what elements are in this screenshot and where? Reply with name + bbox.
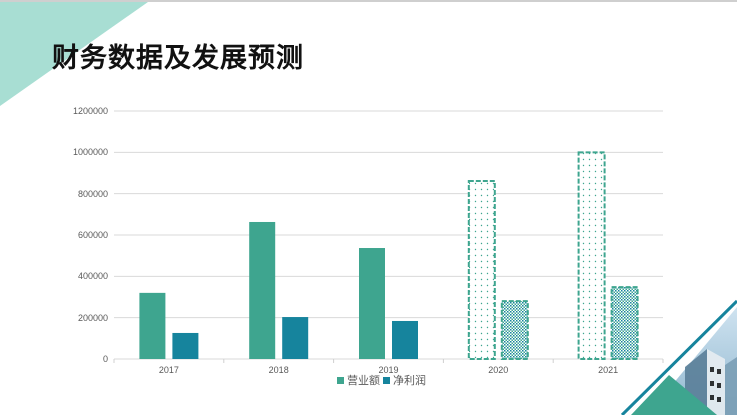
y-tick-label: 0 xyxy=(102,354,108,364)
y-tick-label: 400000 xyxy=(77,271,108,282)
x-tick-label: 2020 xyxy=(488,365,509,375)
legend-label-revenue: 营业额 xyxy=(347,374,380,387)
page-title: 财务数据及发展预测 xyxy=(52,43,304,74)
bar-profit-2021 xyxy=(610,286,639,360)
bar-profit-2018 xyxy=(282,317,309,359)
bar-revenue-2019 xyxy=(359,248,385,359)
chart-legend: 营业额 净利润 xyxy=(337,372,429,388)
x-tick-label: 2017 xyxy=(158,365,179,375)
x-tick-label: 2019 xyxy=(378,365,399,375)
bar-revenue-2017 xyxy=(139,292,166,359)
bars xyxy=(139,151,639,360)
corner-decoration-bottom-right xyxy=(620,299,737,415)
legend-swatch-revenue xyxy=(337,376,344,384)
y-tick-label: 800000 xyxy=(77,188,108,199)
y-tick-label: 1000000 xyxy=(72,147,108,158)
building-image xyxy=(685,349,737,415)
bar-revenue-2018 xyxy=(249,221,276,359)
bar-revenue-2020 xyxy=(467,180,496,360)
bar-profit-2020 xyxy=(500,300,529,360)
x-tick-label: 2021 xyxy=(598,365,619,375)
corner-decoration-top-left xyxy=(0,2,148,106)
bar-revenue-2021 xyxy=(577,151,606,360)
legend-item-revenue: 营业额 xyxy=(337,372,380,388)
legend-swatch-profit xyxy=(383,376,390,384)
bar-profit-2019 xyxy=(392,320,418,359)
y-tick-label: 1200000 xyxy=(72,106,108,116)
bar-profit-2017 xyxy=(172,332,199,359)
gridlines xyxy=(113,110,664,363)
y-tick-label: 600000 xyxy=(77,230,108,240)
x-tick-label: 2018 xyxy=(268,365,289,375)
y-tick-label: 200000 xyxy=(77,312,108,323)
legend-label-profit: 净利润 xyxy=(393,374,426,387)
legend-item-profit: 净利润 xyxy=(383,372,426,388)
